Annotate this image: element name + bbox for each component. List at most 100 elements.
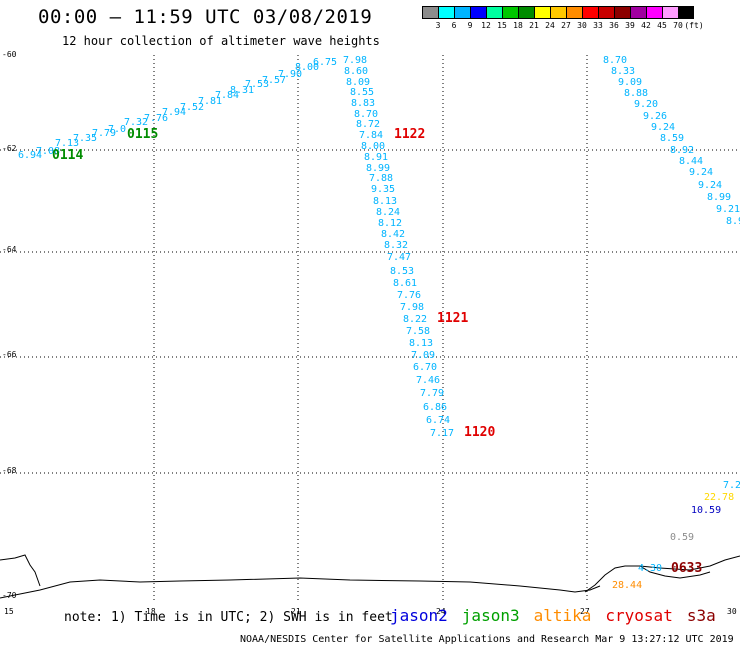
wave-height-value: 7.88 xyxy=(369,173,393,184)
legend-swatch xyxy=(454,6,470,19)
legend-label: 70 xyxy=(673,21,683,30)
map-subtitle: 12 hour collection of altimeter wave hei… xyxy=(62,34,380,48)
legend-swatch xyxy=(502,6,518,19)
latitude-label: -70 xyxy=(2,591,17,600)
wave-height-value: 22.78 xyxy=(704,492,734,503)
wave-height-value: 8.99 xyxy=(366,163,390,174)
pass-time-label: 1120 xyxy=(464,425,495,440)
wave-height-value: 8.33 xyxy=(611,66,635,77)
wave-height-value: 8.72 xyxy=(356,119,380,130)
satellite-legend: jason2 jason3 altika cryosat s3a xyxy=(390,606,730,625)
wave-height-value: 7.57 xyxy=(262,75,286,86)
latitude-label: -62 xyxy=(2,144,17,153)
satellite-name: altika xyxy=(533,606,592,625)
wave-height-value: 6.75 xyxy=(313,57,337,68)
longitude-label: 21 xyxy=(291,607,301,616)
legend-label: 45 xyxy=(657,21,667,30)
legend-label: 6 xyxy=(451,21,457,30)
legend-label: 33 xyxy=(593,21,603,30)
legend-label: 18 xyxy=(513,21,523,30)
wave-height-value: 8.13 xyxy=(373,196,397,207)
legend-swatch xyxy=(534,6,550,19)
latitude-label: -66 xyxy=(2,350,17,359)
wave-height-value: 8.70 xyxy=(603,55,627,66)
legend-label: 27 xyxy=(561,21,571,30)
wave-height-value: 9.26 xyxy=(643,111,667,122)
longitude-label: 30 xyxy=(727,607,737,616)
wave-height-value: 7.84 xyxy=(215,90,239,101)
wave-height-value: 7.47 xyxy=(387,252,411,263)
legend-swatch xyxy=(422,6,438,19)
wave-height-value: 6.86 xyxy=(423,402,447,413)
wave-height-value: 7.52 xyxy=(180,102,204,113)
wave-height-value: 7.17 xyxy=(430,428,454,439)
wave-height-value: 9.24 xyxy=(689,167,713,178)
legend-label: 15 xyxy=(497,21,507,30)
legend-swatch xyxy=(614,6,630,19)
pass-time-label: 0115 xyxy=(127,127,158,142)
wave-height-value: 9.09 xyxy=(618,77,642,88)
wave-height-value: 6.70 xyxy=(413,362,437,373)
wave-height-value: 8.44 xyxy=(679,156,703,167)
legend-swatch xyxy=(550,6,566,19)
wave-height-value: 8.09 xyxy=(346,77,370,88)
legend-swatch xyxy=(662,6,678,19)
wave-height-value: 7.76 xyxy=(144,113,168,124)
legend-swatch xyxy=(646,6,662,19)
legend-label: 21 xyxy=(529,21,539,30)
satellite-name: jason3 xyxy=(461,606,520,625)
pass-time-label: 0114 xyxy=(52,148,83,163)
pass-time-label: 0633 xyxy=(671,561,702,576)
wave-height-value: 7.58 xyxy=(406,326,430,337)
longitude-label: 27 xyxy=(580,607,590,616)
wave-height-value: 8.22 xyxy=(403,314,427,325)
legend-swatch xyxy=(438,6,454,19)
legend-swatch xyxy=(470,6,486,19)
wave-height-value: 7.79 xyxy=(92,128,116,139)
coastline-path xyxy=(639,565,711,579)
wave-height-value: 9.21 xyxy=(716,204,740,215)
latitude-label: -64 xyxy=(2,245,17,254)
wave-height-value: 7.98 xyxy=(343,55,367,66)
wave-height-value: 6.94 xyxy=(18,150,42,161)
legend-swatch xyxy=(518,6,534,19)
credit-line: NOAA/NESDIS Center for Satellite Applica… xyxy=(240,634,734,645)
legend-swatch xyxy=(582,6,598,19)
wave-height-value: 8.55 xyxy=(350,87,374,98)
wave-height-value: 28.44 xyxy=(612,580,642,591)
wave-height-value: 7.90 xyxy=(278,69,302,80)
wave-height-value: 8.88 xyxy=(624,88,648,99)
wave-height-value: 9.35 xyxy=(371,184,395,195)
wave-height-value: 8.00 xyxy=(295,62,319,73)
longitude-label: 15 xyxy=(4,607,14,616)
wave-height-value: 8.42 xyxy=(381,229,405,240)
wave-height-value: 7.09 xyxy=(411,350,435,361)
wave-height-value: 7.81 xyxy=(198,96,222,107)
legend-label: 30 xyxy=(577,21,587,30)
longitude-label: 18 xyxy=(146,607,156,616)
legend-label: 36 xyxy=(609,21,619,30)
wave-height-value: 6.74 xyxy=(426,415,450,426)
wave-height-value: 7.79 xyxy=(420,388,444,399)
wave-height-value: 8.9 xyxy=(726,216,740,227)
latitude-label: -68 xyxy=(2,466,17,475)
coastline xyxy=(0,554,740,599)
wave-height-value: 7.84 xyxy=(359,130,383,141)
wave-height-value: 8.59 xyxy=(660,133,684,144)
coastline-path xyxy=(0,577,601,599)
wave-height-value: 8.83 xyxy=(351,98,375,109)
wave-height-value: 4.30 xyxy=(638,563,662,574)
longitude-label: 24 xyxy=(436,607,446,616)
legend-swatch xyxy=(486,6,502,19)
coastline-path xyxy=(0,554,41,587)
wave-height-value: 7.35 xyxy=(73,133,97,144)
wave-height-value: 8.70 xyxy=(354,109,378,120)
legend-label: 12 xyxy=(481,21,491,30)
wave-height-value: 8.91 xyxy=(364,152,388,163)
wave-height-value: 7.13 xyxy=(55,138,79,149)
satellite-name: jason2 xyxy=(390,606,448,625)
map-title: 00:00 – 11:59 UTC 03/08/2019 xyxy=(38,6,373,28)
wave-height-value: 8.13 xyxy=(409,338,433,349)
wave-height-value: 0.59 xyxy=(670,532,694,543)
